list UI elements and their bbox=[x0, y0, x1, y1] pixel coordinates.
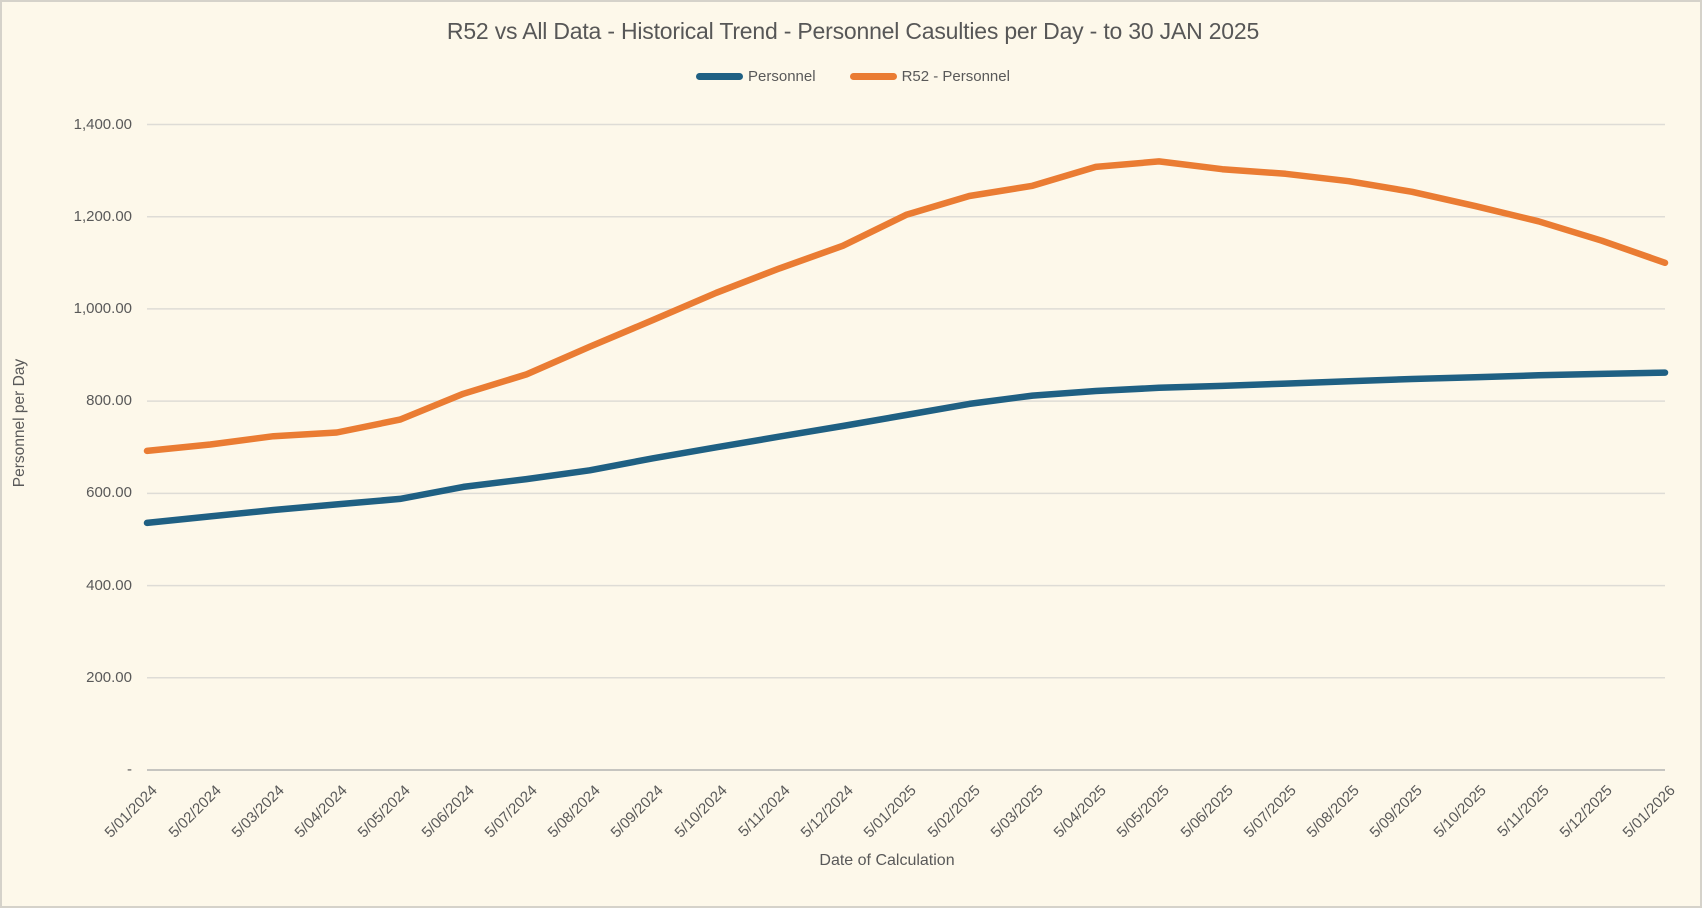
y-tick-label: 1,200.00 bbox=[73, 207, 132, 225]
y-tick-label: 1,000.00 bbox=[73, 299, 132, 317]
y-tick-label: 400.00 bbox=[86, 576, 132, 594]
r52-personnel-line bbox=[143, 158, 1669, 455]
personnel-series-swatch bbox=[696, 73, 744, 80]
y-tick-label: - bbox=[127, 761, 132, 778]
legend-item-r52-personnel: R52 - Personnel bbox=[849, 68, 1010, 85]
x-axis-title: Date of Calculation bbox=[819, 852, 955, 869]
r52-series-label: R52 - Personnel bbox=[901, 68, 1010, 85]
r52-series-swatch bbox=[849, 73, 897, 80]
personnel-series-label: Personnel bbox=[748, 68, 816, 85]
y-tick-label: 1,400.00 bbox=[73, 115, 132, 133]
legend-item-personnel: Personnel bbox=[696, 68, 816, 85]
chart-legend: Personnel R52 - Personnel bbox=[2, 68, 1700, 85]
y-tick-label: 600.00 bbox=[86, 484, 132, 502]
y-tick-label: 200.00 bbox=[86, 668, 132, 686]
chart-title: R52 vs All Data - Historical Trend - Per… bbox=[446, 18, 1260, 44]
y-tick-label: 800.00 bbox=[86, 392, 132, 410]
personnel-line bbox=[143, 369, 1669, 527]
